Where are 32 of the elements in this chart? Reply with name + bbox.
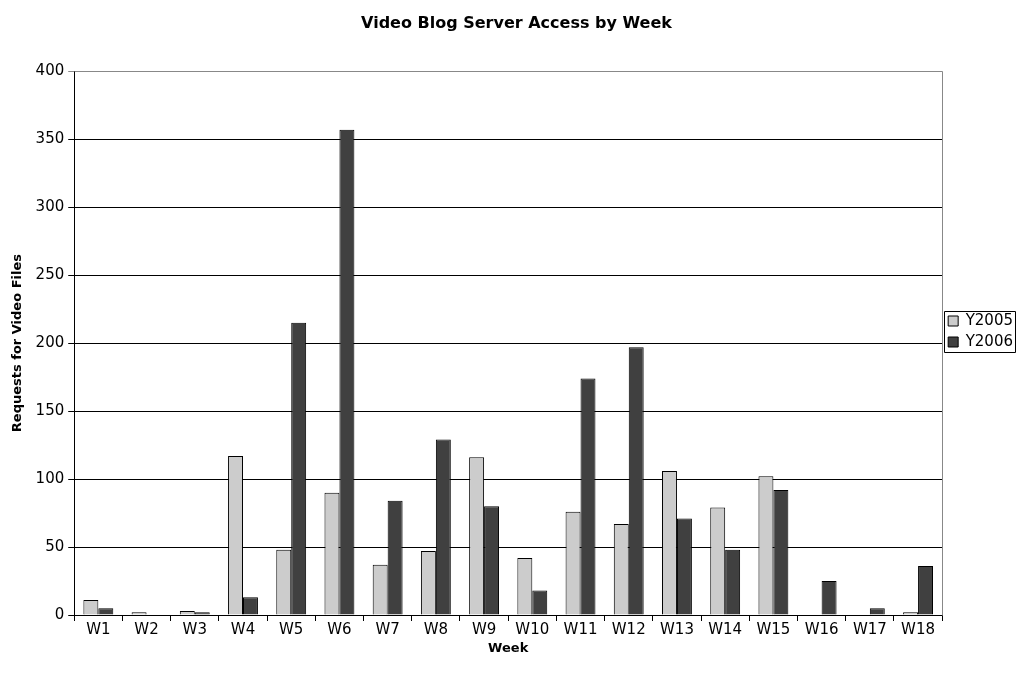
- legend-label: Y2006: [964, 331, 1014, 350]
- x-tick-label: W9: [471, 620, 497, 639]
- y-tick-label: 250: [35, 265, 65, 284]
- chart-title: Video Blog Server Access by Week: [361, 12, 673, 32]
- x-tick-label: W12: [611, 620, 646, 639]
- x-axis-title: Week: [488, 639, 529, 655]
- y-tick-label: 350: [35, 129, 65, 148]
- x-tick-label: W6: [327, 620, 352, 639]
- x-tick-label: W8: [423, 620, 449, 639]
- x-tick-label: W7: [375, 620, 400, 639]
- x-tick-label: W2: [134, 620, 159, 639]
- x-tick-label: W1: [86, 620, 111, 639]
- y-tick-label: 300: [35, 197, 65, 216]
- y-tick-label: 200: [35, 332, 65, 351]
- x-tick-label: W13: [660, 620, 694, 639]
- x-tick-label: W4: [230, 620, 256, 639]
- x-tick-label: W18: [901, 620, 936, 639]
- x-tick-label: W16: [804, 620, 839, 639]
- y-tick-label: 100: [35, 468, 65, 487]
- y-tick-label: 150: [35, 400, 65, 419]
- x-tick-label: W14: [708, 620, 743, 639]
- y-axis-title: Requests for Video Files: [9, 253, 25, 433]
- x-tick-label: W15: [756, 620, 791, 639]
- legend-label: Y2005: [964, 310, 1014, 329]
- x-tick-label: W10: [515, 620, 550, 639]
- x-tick-label: W11: [563, 620, 598, 639]
- y-tick-label: 0: [54, 604, 65, 623]
- x-tick-label: W5: [279, 620, 304, 639]
- x-tick-label: W17: [852, 620, 887, 639]
- x-tick-label: W3: [182, 620, 207, 639]
- y-tick-label: 400: [35, 61, 65, 80]
- y-tick-label: 50: [45, 536, 65, 555]
